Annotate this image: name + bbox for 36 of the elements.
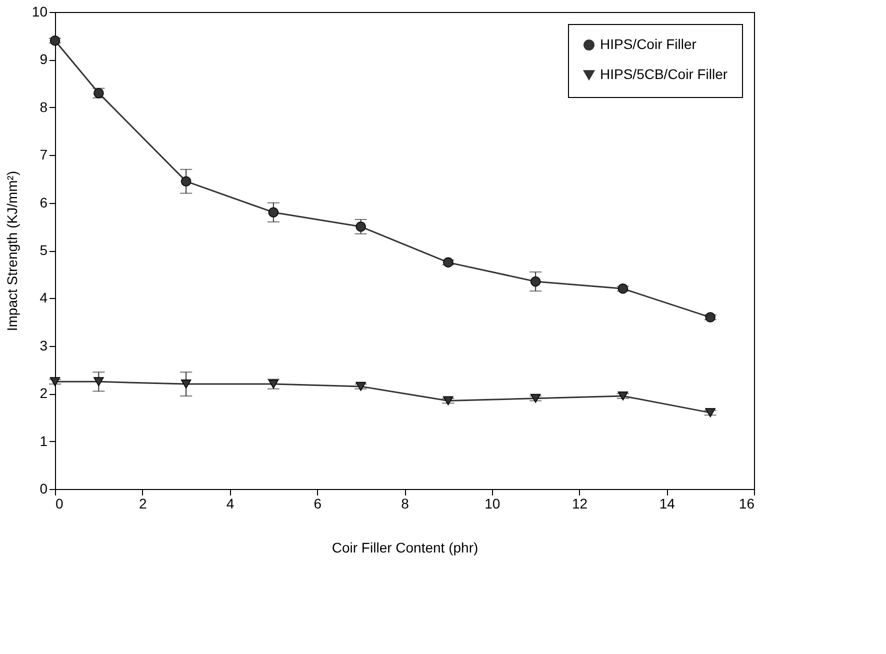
y-tick-label: 2: [40, 385, 48, 402]
legend-label: HIPS/Coir Filler: [600, 36, 697, 52]
y-tick-label: 6: [40, 194, 48, 210]
point: [94, 377, 104, 386]
y-tick-label: 3: [40, 337, 48, 354]
point: [356, 382, 366, 391]
x-tick-label: 14: [659, 496, 676, 512]
y-tick-label: 7: [40, 146, 48, 163]
x-tick-label: 10: [484, 496, 500, 512]
point: [356, 222, 366, 232]
y-tick-label: 8: [40, 98, 48, 115]
point: [618, 391, 628, 400]
y-tick-label: 10: [32, 4, 48, 20]
x-tick-label: 0: [56, 496, 64, 512]
point: [180, 380, 192, 389]
x-tick-label: 2: [138, 496, 147, 512]
y-axis-title: Impact Strength (KJ/mm²): [4, 170, 20, 332]
legend-label: HIPS/5CB/Coir Filler: [600, 66, 728, 82]
point: [268, 207, 279, 218]
x-tick-label: 8: [401, 496, 410, 512]
x-tick-label: 16: [738, 496, 755, 512]
y-tick-label: 4: [40, 290, 48, 306]
point: [530, 276, 541, 287]
x-tick-label: 4: [226, 496, 234, 512]
point: [618, 284, 628, 294]
x-axis-title: Coir Filler Content (phr): [332, 540, 478, 556]
y-tick-label: 5: [40, 242, 48, 258]
y-tick-label: 1: [40, 432, 48, 449]
point: [705, 312, 716, 322]
x-tick-label: 6: [314, 496, 322, 512]
x-tick-label: 12: [572, 496, 588, 512]
point: [180, 176, 192, 186]
point: [443, 257, 454, 268]
y-tick-label: 9: [40, 51, 48, 68]
y-tick-label: 0: [40, 480, 48, 496]
point: [50, 35, 60, 46]
